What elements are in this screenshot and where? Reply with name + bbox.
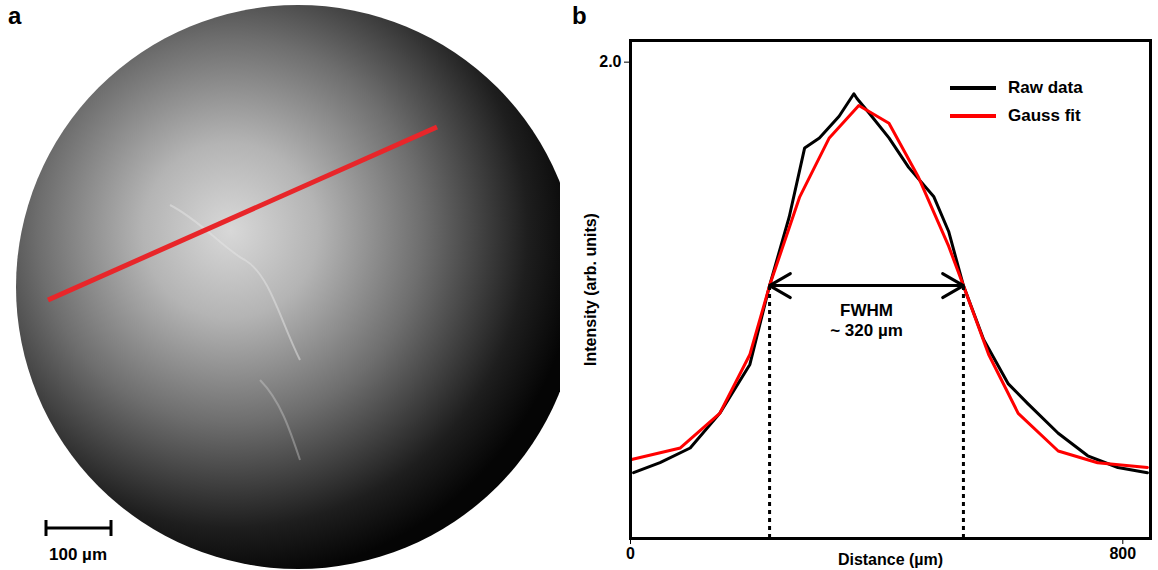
svg-text:Intensity (arb. units): Intensity (arb. units) bbox=[582, 213, 599, 366]
svg-text:FWHM~ 320 µm: FWHM~ 320 µm bbox=[830, 301, 903, 340]
html-text:Gauss fit: Gauss fit bbox=[1008, 106, 1081, 125]
svg-text:100 µm: 100 µm bbox=[49, 545, 107, 564]
html-text:b: b bbox=[572, 2, 587, 29]
svg-text:Distance (µm): Distance (µm) bbox=[838, 551, 943, 568]
html-text:Raw data: Raw data bbox=[1008, 78, 1083, 97]
svg-text:800: 800 bbox=[1109, 545, 1136, 562]
svg-text:2.0: 2.0 bbox=[599, 53, 621, 70]
svg-text:0: 0 bbox=[626, 545, 635, 562]
svg-text:a: a bbox=[8, 2, 22, 29]
